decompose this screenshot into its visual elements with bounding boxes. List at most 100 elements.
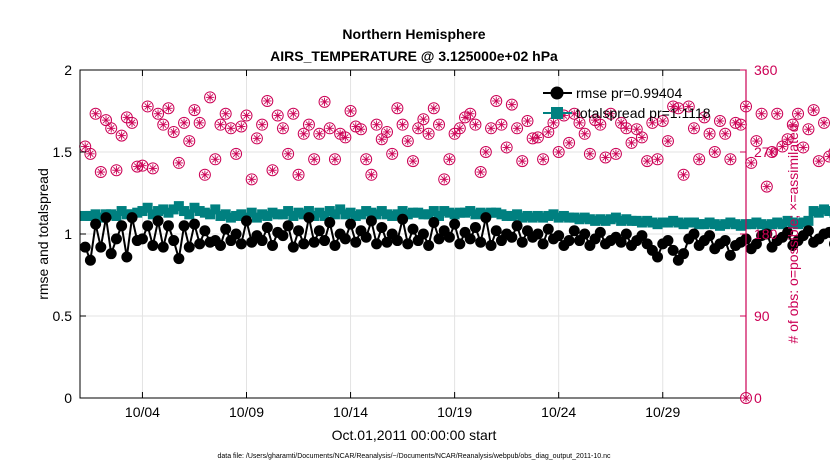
totalspread-point	[636, 217, 647, 228]
rmse-point	[95, 241, 107, 253]
rmse-point	[428, 217, 440, 229]
x-tick-label: 10/09	[229, 404, 264, 420]
rmse-point	[433, 233, 445, 245]
totalspread-point	[444, 207, 455, 218]
obs-point	[146, 162, 159, 175]
rmse-point	[782, 226, 794, 238]
obs-point	[583, 147, 596, 160]
rmse-point	[402, 238, 414, 250]
totalspread-point	[361, 206, 372, 217]
obs-point	[188, 104, 201, 117]
obs-point	[79, 140, 92, 153]
obs-point	[126, 116, 139, 129]
rmse-point	[220, 223, 232, 235]
rmse-point	[397, 213, 409, 225]
obs-point	[693, 153, 706, 166]
obs-point	[781, 133, 794, 146]
obs-point	[516, 155, 529, 168]
obs-point	[209, 153, 222, 166]
obs-point	[360, 153, 373, 166]
rmse-point	[173, 253, 185, 265]
right-y-tick-label: 90	[754, 308, 770, 324]
right-y-tick-label: 0	[754, 390, 762, 406]
rmse-point	[620, 228, 632, 240]
rmse-point	[490, 225, 502, 237]
obs-point	[240, 109, 253, 122]
totalspread-point	[595, 214, 606, 225]
rmse-point	[110, 233, 122, 245]
totalspread-point	[631, 215, 642, 226]
obs-point	[771, 107, 784, 120]
obs-point	[464, 107, 477, 120]
totalspread-point	[605, 214, 616, 225]
obs-point	[453, 122, 466, 135]
obs-point	[433, 118, 446, 131]
rmse-point	[329, 239, 341, 251]
legend-rmse-marker	[550, 86, 564, 100]
obs-point	[594, 118, 607, 131]
totalspread-point	[402, 209, 413, 220]
rmse-point	[704, 230, 716, 242]
obs-point	[141, 100, 154, 113]
x-axis-label: Oct.01,2011 00:00:00 start	[332, 427, 497, 443]
totalspread-point	[231, 210, 242, 221]
totalspread-point	[324, 206, 335, 217]
obs-point	[661, 135, 674, 148]
rmse-point	[542, 223, 554, 235]
totalspread-point	[173, 201, 184, 212]
obs-point	[417, 113, 430, 126]
obs-point	[235, 120, 248, 133]
totalspread-point	[709, 219, 720, 230]
obs-point	[193, 116, 206, 129]
rmse-point	[303, 212, 315, 224]
totalspread-point	[704, 217, 715, 228]
obs-point	[698, 111, 711, 124]
rmse-point	[287, 241, 299, 253]
totalspread-point	[486, 207, 497, 218]
totalspread-point	[153, 206, 164, 217]
totalspread-point	[782, 215, 793, 226]
totalspread-point	[616, 215, 627, 226]
x-tick-label: 10/29	[645, 404, 680, 420]
totalspread-point	[501, 210, 512, 221]
obs-point	[178, 116, 191, 129]
totalspread-point	[543, 210, 554, 221]
obs-point	[708, 146, 721, 158]
rmse-point	[532, 228, 544, 240]
totalspread-point	[350, 210, 361, 221]
rmse-point	[282, 220, 294, 232]
rmse-point	[719, 235, 731, 247]
obs-point	[219, 107, 232, 120]
left-y-tick-label: 2	[64, 62, 72, 78]
totalspread-point	[470, 209, 481, 220]
obs-point	[261, 94, 274, 107]
rmse-point	[230, 228, 242, 240]
totalspread-point	[527, 212, 538, 223]
totalspread-point	[735, 220, 746, 231]
obs-point	[750, 135, 763, 148]
right-y-axis: 0 90 180 270 360	[740, 62, 778, 406]
totalspread-series	[80, 201, 830, 231]
obs-point	[766, 146, 779, 158]
totalspread-point	[381, 209, 392, 220]
right-y-tick-label: 180	[754, 226, 778, 242]
totalspread-point	[283, 206, 294, 217]
rmse-point	[688, 228, 700, 240]
totalspread-point	[236, 209, 247, 220]
rmse-point	[298, 238, 310, 250]
totalspread-point	[574, 214, 585, 225]
totalspread-point	[220, 209, 231, 220]
obs-point	[760, 180, 773, 193]
obs-point	[198, 168, 211, 181]
obs-point	[818, 116, 830, 129]
rmse-series	[79, 212, 830, 266]
right-y-tick-label: 360	[754, 62, 778, 78]
totalspread-point	[106, 209, 117, 220]
obs-point	[427, 102, 440, 115]
totalspread-point	[199, 207, 210, 218]
totalspread-point	[288, 210, 299, 221]
obs-point	[282, 147, 295, 160]
totalspread-point	[767, 219, 778, 230]
totalspread-point	[251, 212, 262, 223]
chart-subtitle: AIRS_TEMPERATURE @ 3.125000e+02 hPa	[270, 48, 558, 64]
